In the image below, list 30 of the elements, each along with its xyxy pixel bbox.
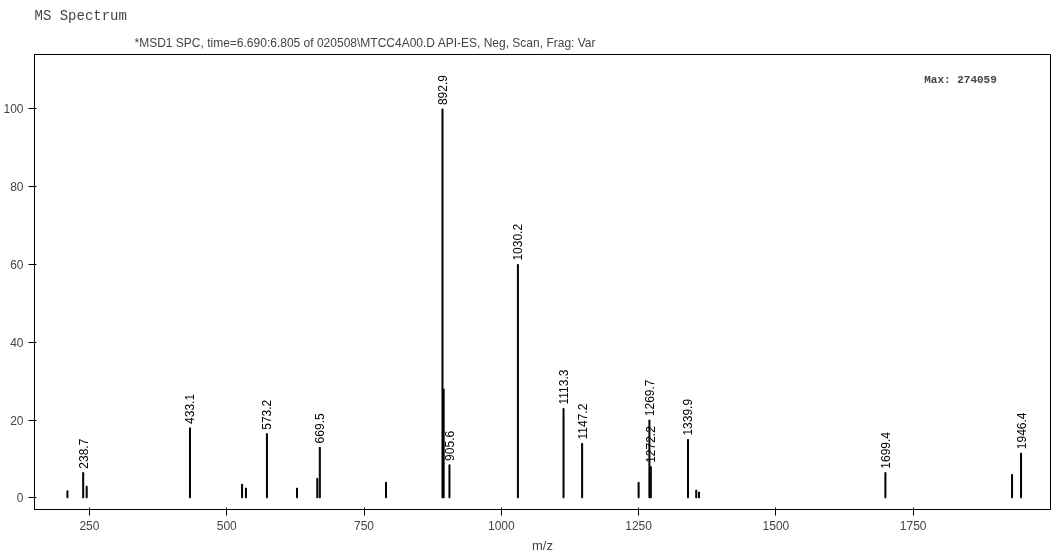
annotation: 669.5: [313, 413, 328, 444]
x-tick-label: 1250: [625, 518, 653, 533]
annotation: 905.6: [442, 430, 457, 461]
y-tick-label: 80: [10, 180, 24, 195]
annotation: 1946.4: [1014, 412, 1029, 450]
annotation: Max: 274059: [924, 73, 997, 86]
x-tick-label: 750: [354, 518, 375, 533]
annotation: 1030.2: [511, 223, 526, 261]
x-tick-label: 500: [216, 518, 238, 533]
y-tick-label: 20: [10, 413, 24, 428]
chart-subtitle: *MSD1 SPC, time=6.690:6.805 of 020508\MTCC4A00.D API-ES, Neg, Scan, Frag: Var: [134, 35, 596, 50]
annotation: 1113.3: [557, 369, 572, 405]
y-tick-label: 100: [3, 102, 24, 117]
x-tick-label: 1000: [487, 518, 515, 533]
x-tick-label: 1500: [762, 518, 790, 533]
annotation: 573.2: [260, 399, 275, 430]
y-tick-label: 60: [10, 258, 24, 272]
x-tick-label: 250: [79, 518, 100, 533]
x-tick-label: 1750: [899, 518, 927, 533]
annotation: 433.1: [183, 393, 198, 424]
annotation: 892.9: [435, 74, 450, 106]
annotation: 1699.4: [878, 431, 893, 469]
annotation: 1147.2: [575, 403, 590, 440]
chart-title: MS Spectrum: [34, 7, 127, 24]
annotation: 238.7: [76, 438, 91, 469]
x-axis-title: m/z: [532, 537, 553, 553]
annotation: 1269.7: [642, 379, 657, 417]
y-tick-label: 0: [16, 491, 24, 506]
y-tick-label: 40: [10, 335, 24, 350]
annotation: 1339.9: [681, 398, 696, 436]
